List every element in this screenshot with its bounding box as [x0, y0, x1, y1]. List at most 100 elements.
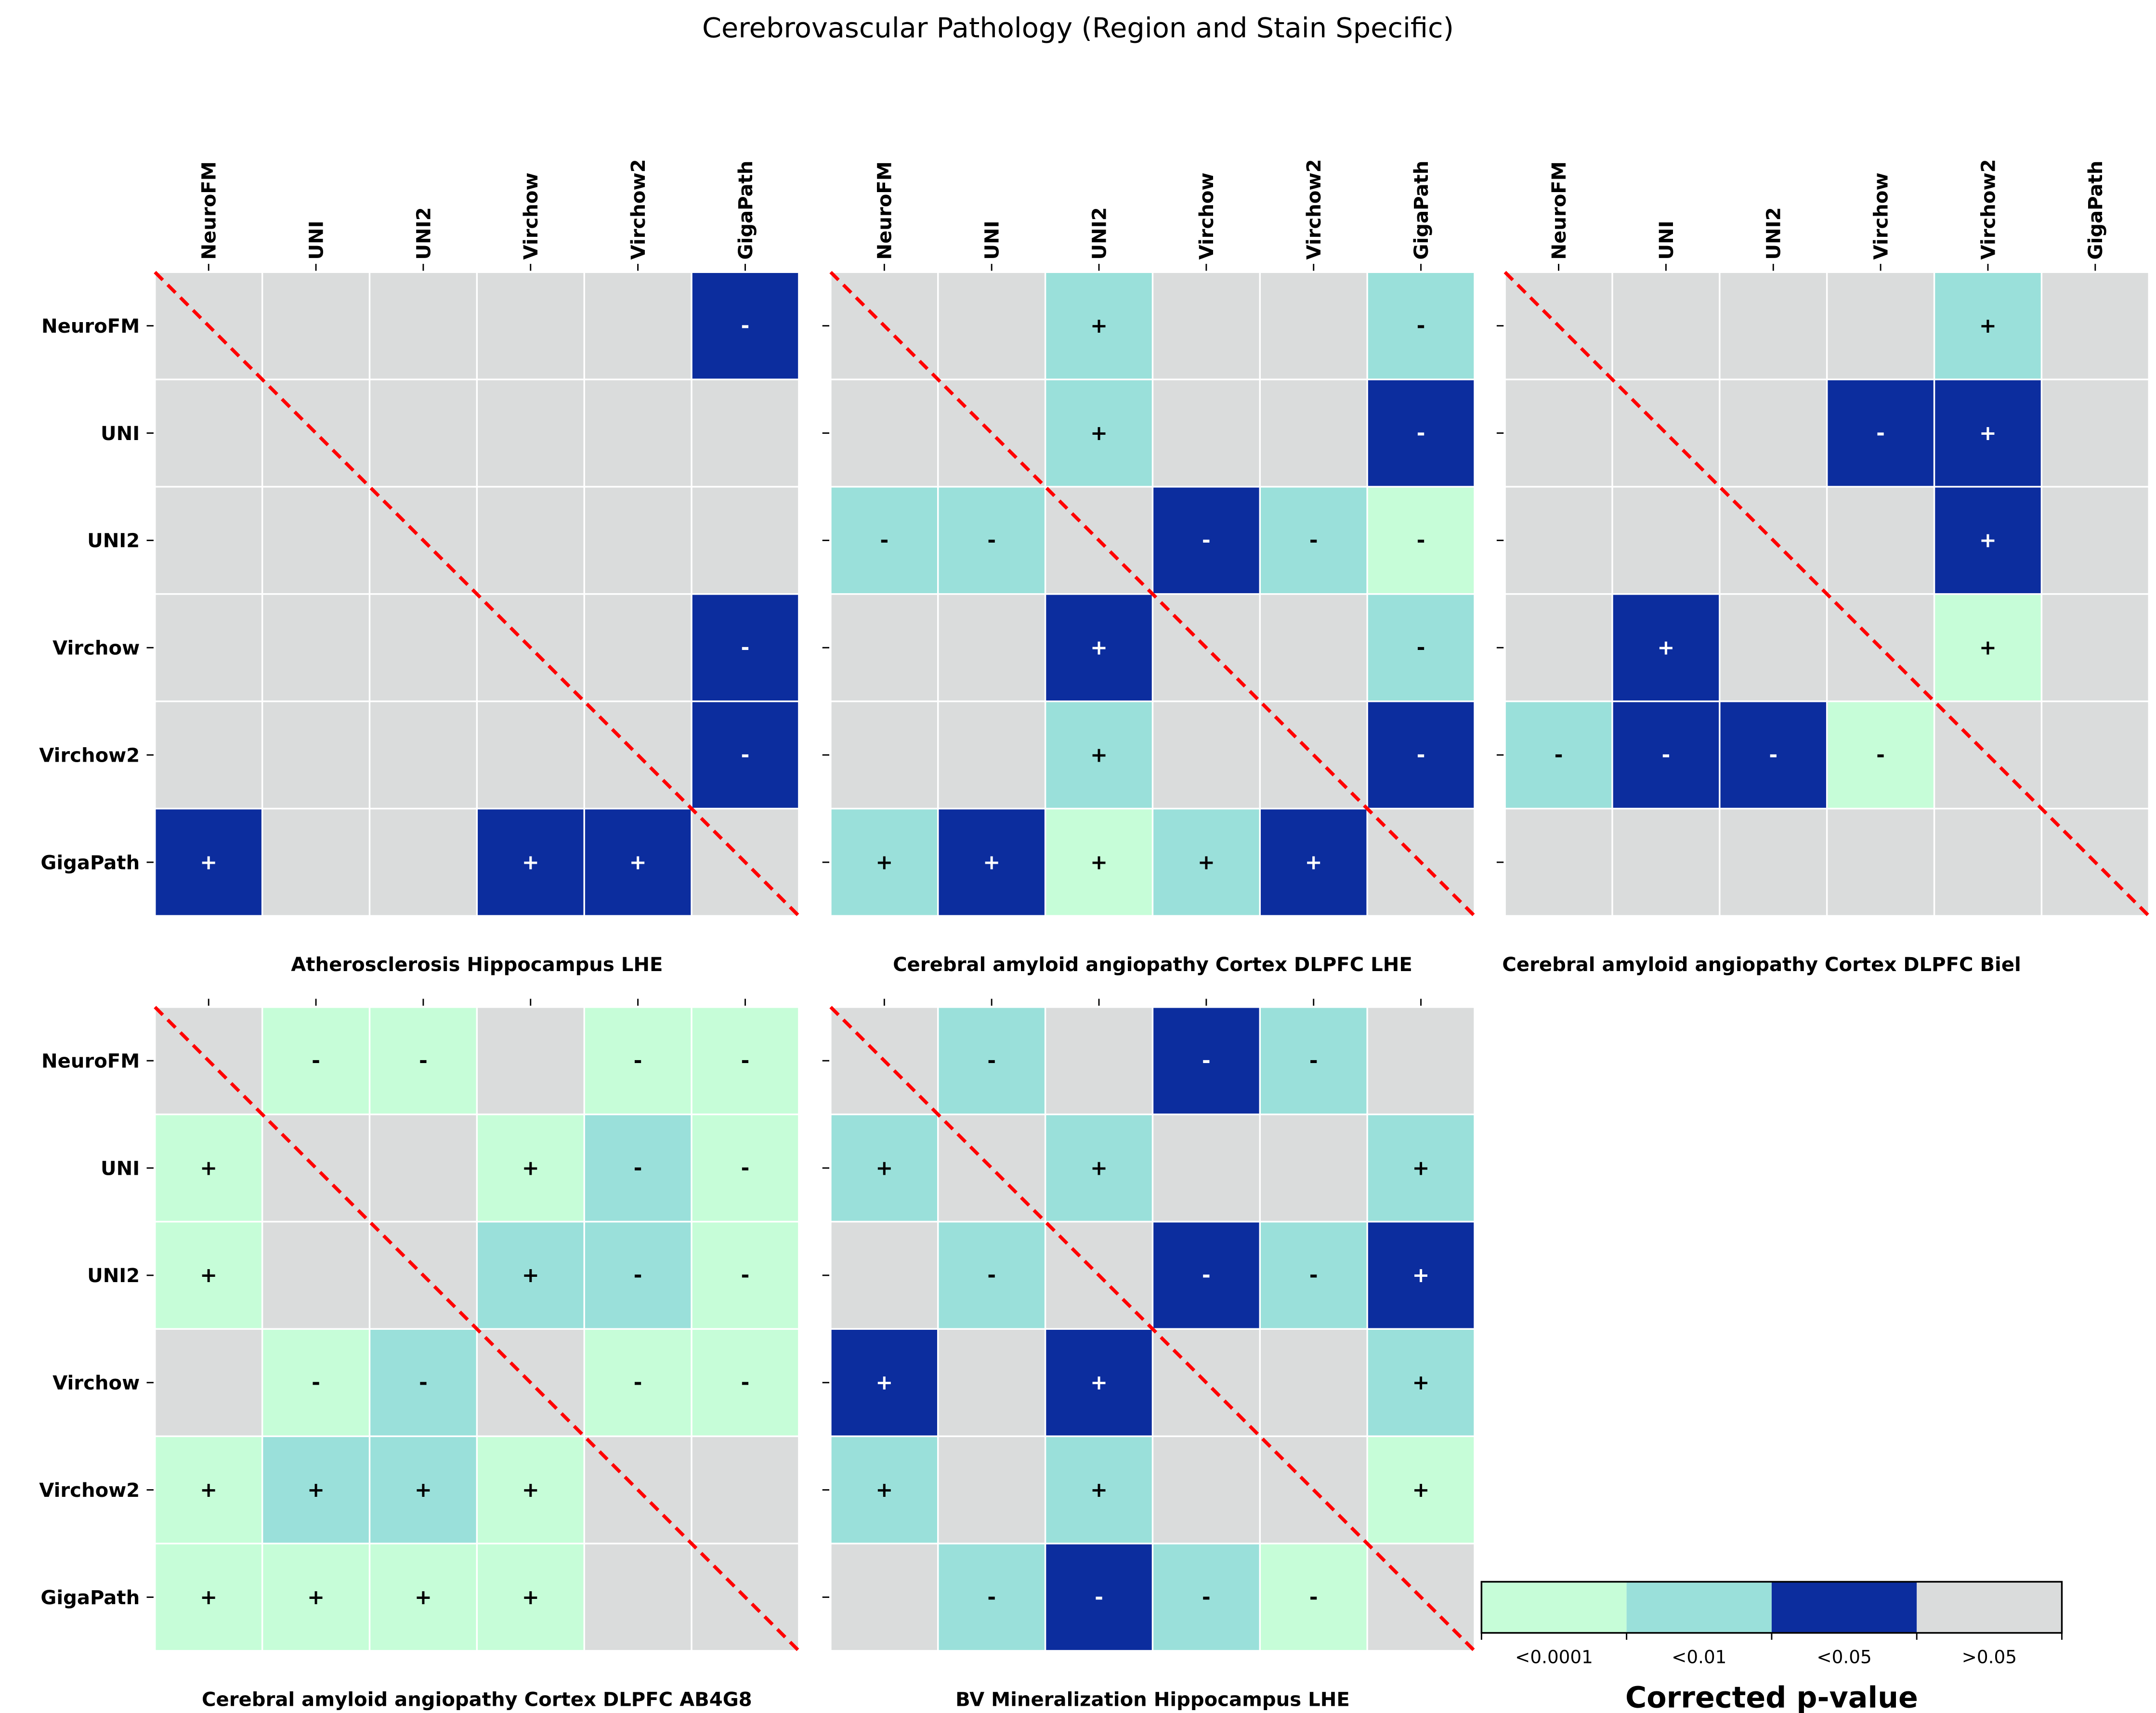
heatmap-panel: - - - + + + - - - + + + + + + + - - - - BV Mineralization Hi…: [822, 999, 1476, 1711]
y-tick-label: Virchow2: [39, 1479, 140, 1502]
heatmap-cell: [263, 809, 369, 915]
cell-sign-label: +: [1090, 1371, 1108, 1395]
x-tick-label: Virchow2: [1977, 159, 1999, 260]
heatmap-cell: [2042, 595, 2148, 701]
panel-title: Cerebral amyloid angiopathy Cortex DLPFC…: [893, 954, 1412, 976]
cell-sign-label: -: [1309, 529, 1318, 553]
heatmap-cell: [2042, 702, 2148, 808]
heatmap-cell: [1720, 380, 1826, 486]
heatmap-cell: [1261, 1330, 1367, 1436]
heatmap-cell: [1046, 809, 1152, 915]
cell-sign-label: +: [522, 850, 539, 874]
cell-sign-label: -: [1202, 1049, 1211, 1073]
heatmap-cell: [478, 487, 584, 594]
legend-swatch: [1481, 1582, 1627, 1633]
cell-sign-label: +: [1979, 314, 1997, 338]
heatmap-panel: + - + - - - - - - + - + - + + + + + NeuroFM UNI UNI2 Virchow V…: [822, 159, 1476, 976]
panel-title: BV Mineralization Hippocampus LHE: [955, 1689, 1350, 1711]
cell-sign-label: -: [1202, 529, 1211, 553]
heatmap-cell: [1505, 487, 1612, 594]
cell-sign-label: +: [1412, 1371, 1430, 1395]
heatmap-cell: [156, 380, 261, 486]
heatmap-cell: [1720, 595, 1826, 701]
cell-sign-label: -: [741, 1263, 750, 1287]
heatmap-cell: [692, 1437, 798, 1543]
heatmap-cell: [1613, 702, 1719, 808]
legend: <0.0001 <0.01 <0.05 >0.05 Corrected p-value: [1480, 1581, 2063, 1713]
cell-sign-label: +: [1657, 636, 1674, 660]
diagonal-line: [1503, 271, 2150, 917]
heatmap-cell: [692, 273, 798, 379]
cell-sign-label: +: [1090, 421, 1108, 445]
cell-sign-label: -: [1876, 743, 1885, 767]
cell-sign-label: -: [1202, 1585, 1211, 1609]
legend-title: Corrected p-value: [1625, 1681, 1918, 1713]
heatmap-cell: [1046, 595, 1152, 701]
cell-sign-label: +: [1198, 850, 1215, 874]
heatmap-cell: [939, 273, 1045, 379]
cell-sign-label: +: [200, 1478, 217, 1502]
heatmap-cell: [1828, 809, 1934, 915]
heatmap-cell: [1368, 595, 1474, 701]
heatmap-cell: [156, 702, 261, 808]
legend-label: <0.0001: [1515, 1647, 1593, 1668]
heatmap-cell: [1505, 809, 1612, 915]
diagonal-line: [829, 1006, 1476, 1652]
x-tick-label: UNI: [305, 221, 327, 260]
cell-sign-label: -: [741, 1049, 750, 1073]
cell-sign-label: -: [1417, 529, 1425, 553]
heatmap-cell: [1368, 1115, 1474, 1221]
cell-sign-label: -: [1417, 314, 1425, 338]
heatmap-cell: [1261, 273, 1367, 379]
heatmap-cell: [478, 1115, 584, 1221]
cell-sign-label: -: [419, 1049, 428, 1073]
heatmap-cell: [831, 1115, 938, 1221]
heatmap-cell: [939, 595, 1045, 701]
heatmap-cell: [585, 1008, 691, 1114]
heatmap-cell: [156, 1115, 261, 1221]
cell-sign-label: -: [1309, 1585, 1318, 1609]
cell-sign-label: -: [741, 1371, 750, 1395]
heatmap-cell: [1935, 487, 2041, 594]
heatmap-cell: [1368, 702, 1474, 808]
cell-sign-label: -: [987, 1585, 996, 1609]
x-tick-label: UNI: [1656, 221, 1678, 260]
heatmap-cell: [478, 702, 584, 808]
heatmap-cell: [1153, 273, 1259, 379]
heatmap-cell: [1720, 809, 1826, 915]
heatmap-cell: [1613, 273, 1719, 379]
x-tick-label: Virchow: [1870, 172, 1892, 260]
x-tick-label: Virchow2: [627, 159, 650, 260]
heatmap-panel: - - - - + + - - + + - - - - - - + + + + + + + + NeuroFM UNI UNI2 Vi…: [39, 999, 800, 1711]
heatmap-cell: [263, 1330, 369, 1436]
heatmap-cell: [1046, 702, 1152, 808]
cell-sign-label: -: [1417, 421, 1425, 445]
cell-sign-label: -: [1417, 743, 1425, 767]
cell-sign-label: -: [1309, 1049, 1318, 1073]
panel-title: Cerebral amyloid angiopathy Cortex DLPFC…: [202, 1689, 752, 1711]
heatmap-cell: [1505, 380, 1612, 486]
heatmap-cell: [478, 380, 584, 486]
heatmap-cell: [370, 595, 476, 701]
heatmap-cell: [2042, 380, 2148, 486]
heatmap-cell: [156, 1437, 261, 1543]
heatmap-cell: [156, 595, 261, 701]
cell-sign-label: -: [634, 1371, 642, 1395]
cell-sign-label: -: [312, 1049, 320, 1073]
heatmap-cell: [263, 1544, 369, 1650]
cell-sign-label: -: [741, 314, 750, 338]
cell-sign-label: +: [415, 1585, 432, 1609]
heatmap-cell: [692, 702, 798, 808]
diagonal-line: [829, 271, 1476, 917]
heatmap-cell: [1261, 595, 1367, 701]
panel-title: Atherosclerosis Hippocampus LHE: [291, 954, 663, 976]
heatmap-panel: + - + + + + - - - - NeuroFM UNI UNI2 Virchow Virchow2 G…: [1496, 159, 2150, 976]
cell-sign-label: +: [200, 1263, 217, 1287]
cell-sign-label: -: [634, 1156, 642, 1180]
heatmap-cell: [1828, 702, 1934, 808]
heatmap-cell: [1153, 1222, 1259, 1328]
y-tick-label: GigaPath: [40, 1587, 140, 1609]
heatmap-cell: [1046, 1115, 1152, 1221]
cell-sign-label: +: [1305, 850, 1322, 874]
cell-sign-label: -: [1769, 743, 1777, 767]
